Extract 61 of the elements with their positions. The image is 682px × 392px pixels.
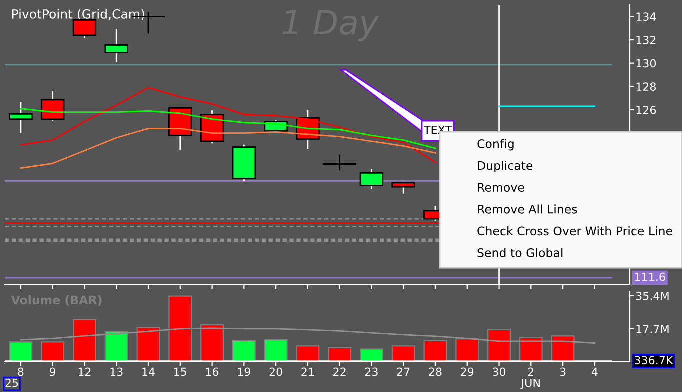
- annotation: Remove: [478, 183, 524, 192]
- y-tick-label: 126: [636, 106, 656, 114]
- x-tick-label: 20: [270, 368, 282, 376]
- candlestick: [360, 169, 384, 190]
- x-tick-label: 16: [206, 368, 219, 376]
- ref-line-label: 111.6: [635, 272, 666, 282]
- annotation: Send to Global: [478, 248, 563, 258]
- candlestick: [104, 29, 128, 62]
- x-tick-label: 14: [142, 368, 155, 376]
- annotation: Config: [478, 139, 514, 151]
- candlestick: [40, 90, 65, 122]
- y-tick-label: 17.7M: [636, 325, 669, 334]
- bar: [456, 338, 480, 362]
- x-tick-label: 21: [302, 368, 314, 376]
- line-series: [20, 328, 596, 344]
- y-tick-label: 130: [636, 59, 656, 68]
- candlestick: [72, 19, 97, 38]
- bar: [200, 324, 224, 362]
- bar: [424, 340, 448, 362]
- x-tick-label: 4: [592, 368, 598, 376]
- x-tick-label: 12: [78, 368, 91, 376]
- annotation: Check Cross Over With Price Line: [478, 226, 672, 236]
- bar: [328, 347, 352, 362]
- bar: [519, 337, 543, 362]
- x-tick-label: 2: [528, 368, 534, 376]
- x-tick-label: 3: [560, 368, 566, 376]
- x-tick-label: 27: [397, 368, 410, 376]
- ref-line-label: 336.7K: [635, 356, 674, 365]
- text: JUN: [520, 379, 540, 390]
- y-tick-label: 132: [636, 36, 656, 44]
- bar: [551, 336, 575, 362]
- x-tick-label: 30: [493, 368, 506, 376]
- candlestick: [392, 182, 416, 194]
- x-tick-label: 23: [365, 368, 378, 376]
- y-tick-label: 128: [636, 82, 656, 92]
- bar: [232, 340, 256, 362]
- bar: [73, 319, 96, 362]
- x-tick-label: 9: [50, 368, 56, 376]
- candlestick: [9, 102, 33, 134]
- x-tick-label: 29: [461, 368, 474, 376]
- bar: [104, 331, 128, 362]
- x-tick-label: 28: [429, 368, 442, 376]
- x-tick-label: 13: [110, 368, 123, 376]
- bar: [392, 346, 416, 362]
- annotation: Duplicate: [478, 161, 533, 173]
- bar: [296, 346, 320, 362]
- x-tick-label: 15: [174, 368, 186, 376]
- chart-title: PivotPoint (Grid,Cam): [12, 9, 144, 20]
- text: 25: [6, 378, 18, 388]
- x-tick-label: 22: [334, 368, 346, 376]
- y-tick-label: 134: [636, 12, 656, 22]
- bar: [41, 342, 65, 362]
- annotation: Remove All Lines: [478, 204, 578, 214]
- bar: [264, 339, 288, 362]
- bar: [168, 296, 192, 362]
- bar: [9, 342, 33, 362]
- x-tick-label: 8: [18, 368, 24, 376]
- x-tick-label: 19: [238, 368, 250, 376]
- bar: [136, 327, 160, 362]
- bar: [488, 329, 511, 362]
- y-tick-label: 35.4M: [636, 292, 669, 300]
